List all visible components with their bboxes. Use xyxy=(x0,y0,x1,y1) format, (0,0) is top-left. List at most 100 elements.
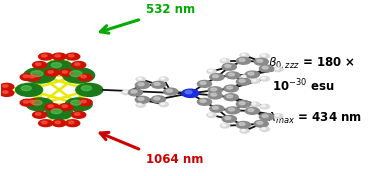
Circle shape xyxy=(222,63,236,70)
Circle shape xyxy=(45,103,59,110)
Circle shape xyxy=(242,54,245,56)
Circle shape xyxy=(71,111,86,118)
Circle shape xyxy=(254,58,268,65)
Circle shape xyxy=(239,123,245,125)
Circle shape xyxy=(39,53,53,60)
Text: 1064 nm: 1064 nm xyxy=(146,153,203,166)
Circle shape xyxy=(48,71,53,73)
Circle shape xyxy=(55,121,60,124)
Circle shape xyxy=(241,75,250,79)
Circle shape xyxy=(248,109,254,111)
Circle shape xyxy=(15,83,42,96)
Circle shape xyxy=(65,120,80,127)
Circle shape xyxy=(245,108,259,114)
Circle shape xyxy=(239,102,245,105)
Circle shape xyxy=(164,88,178,95)
Circle shape xyxy=(81,75,86,78)
Circle shape xyxy=(236,57,251,64)
Circle shape xyxy=(33,62,47,68)
Circle shape xyxy=(252,79,256,81)
Circle shape xyxy=(161,103,164,105)
Circle shape xyxy=(225,117,231,120)
Circle shape xyxy=(239,79,245,82)
Circle shape xyxy=(52,53,66,60)
Circle shape xyxy=(138,83,144,86)
Circle shape xyxy=(26,98,53,111)
Circle shape xyxy=(225,65,231,67)
Circle shape xyxy=(185,90,192,94)
Circle shape xyxy=(252,103,256,105)
Circle shape xyxy=(71,62,86,68)
Circle shape xyxy=(59,69,73,76)
Circle shape xyxy=(224,94,238,101)
Circle shape xyxy=(220,124,230,128)
Circle shape xyxy=(262,128,266,129)
Circle shape xyxy=(21,86,31,91)
Circle shape xyxy=(78,74,92,81)
Circle shape xyxy=(20,74,34,80)
Circle shape xyxy=(0,90,14,96)
Circle shape xyxy=(227,86,232,89)
Circle shape xyxy=(81,86,91,91)
Circle shape xyxy=(131,90,137,93)
Circle shape xyxy=(68,54,74,57)
Circle shape xyxy=(138,103,141,105)
Circle shape xyxy=(248,72,254,75)
Circle shape xyxy=(63,68,94,83)
Circle shape xyxy=(46,60,73,73)
Circle shape xyxy=(200,82,206,84)
Circle shape xyxy=(48,105,53,107)
Circle shape xyxy=(274,114,283,118)
Circle shape xyxy=(161,78,164,80)
Circle shape xyxy=(251,102,260,107)
Circle shape xyxy=(36,113,41,115)
Circle shape xyxy=(222,59,226,61)
Circle shape xyxy=(0,83,14,90)
Circle shape xyxy=(32,100,42,105)
Circle shape xyxy=(55,54,60,57)
Circle shape xyxy=(251,79,260,83)
Circle shape xyxy=(262,66,268,69)
Circle shape xyxy=(71,100,81,105)
Circle shape xyxy=(274,67,283,72)
Circle shape xyxy=(39,120,53,127)
Circle shape xyxy=(3,91,8,93)
Circle shape xyxy=(159,77,168,81)
Circle shape xyxy=(182,89,199,97)
Circle shape xyxy=(226,107,240,114)
Circle shape xyxy=(166,89,172,92)
Circle shape xyxy=(224,85,238,92)
Circle shape xyxy=(236,121,251,128)
Circle shape xyxy=(226,72,240,79)
Circle shape xyxy=(23,100,29,103)
Circle shape xyxy=(212,75,218,78)
Circle shape xyxy=(62,71,68,73)
Circle shape xyxy=(29,75,34,78)
Circle shape xyxy=(151,81,166,88)
Circle shape xyxy=(138,78,141,80)
Circle shape xyxy=(262,115,268,117)
Circle shape xyxy=(207,113,216,117)
Circle shape xyxy=(242,76,246,77)
Circle shape xyxy=(259,65,274,72)
Circle shape xyxy=(42,54,47,57)
Circle shape xyxy=(42,121,47,124)
Circle shape xyxy=(154,97,160,100)
Circle shape xyxy=(124,91,127,93)
Circle shape xyxy=(159,102,168,107)
Circle shape xyxy=(197,80,212,87)
Circle shape xyxy=(20,99,34,106)
Circle shape xyxy=(52,120,66,127)
Circle shape xyxy=(59,103,73,110)
Circle shape xyxy=(212,106,218,109)
Circle shape xyxy=(208,87,222,94)
Circle shape xyxy=(260,77,270,81)
Circle shape xyxy=(135,96,150,103)
Circle shape xyxy=(122,90,131,95)
Circle shape xyxy=(275,114,279,116)
Circle shape xyxy=(135,82,150,89)
Circle shape xyxy=(210,105,224,112)
Circle shape xyxy=(236,78,251,85)
Circle shape xyxy=(197,98,212,105)
Circle shape xyxy=(207,69,216,74)
